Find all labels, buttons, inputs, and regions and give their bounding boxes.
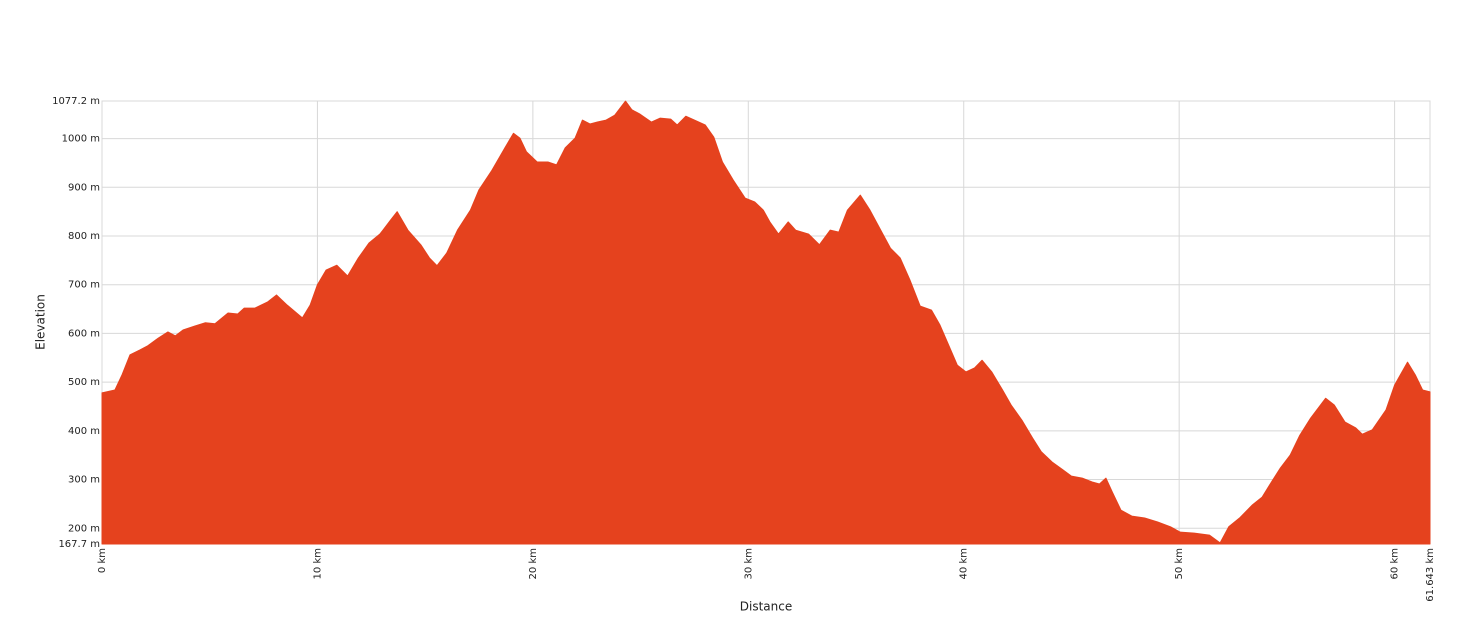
x-tick-label: 30 km — [743, 548, 754, 579]
x-tick-label: 10 km — [312, 548, 323, 579]
y-tick-label: 167.7 m — [58, 539, 100, 550]
y-tick-label: 700 m — [68, 280, 100, 291]
x-tick-label: 0 km — [97, 548, 108, 573]
y-tick-label: 300 m — [68, 475, 100, 486]
y-tick-label: 500 m — [68, 377, 100, 388]
x-tick-label: 40 km — [959, 548, 970, 579]
y-tick-label: 600 m — [68, 328, 100, 339]
y-tick-label: 1000 m — [62, 134, 100, 145]
y-tick-label: 200 m — [68, 523, 100, 534]
y-tick-label: 800 m — [68, 231, 100, 242]
y-axis-title: Elevation — [34, 294, 48, 350]
y-tick-label: 400 m — [68, 426, 100, 437]
elevation-area — [101, 100, 1431, 545]
x-axis-title: Distance — [740, 600, 792, 614]
y-tick-label: 900 m — [68, 182, 100, 193]
x-tick-label: 61.643 km — [1425, 548, 1436, 602]
x-tick-label: 50 km — [1174, 548, 1185, 579]
x-tick-label: 60 km — [1390, 548, 1401, 579]
x-tick-label: 20 km — [528, 548, 539, 579]
y-tick-label: 1077.2 m — [52, 96, 100, 107]
